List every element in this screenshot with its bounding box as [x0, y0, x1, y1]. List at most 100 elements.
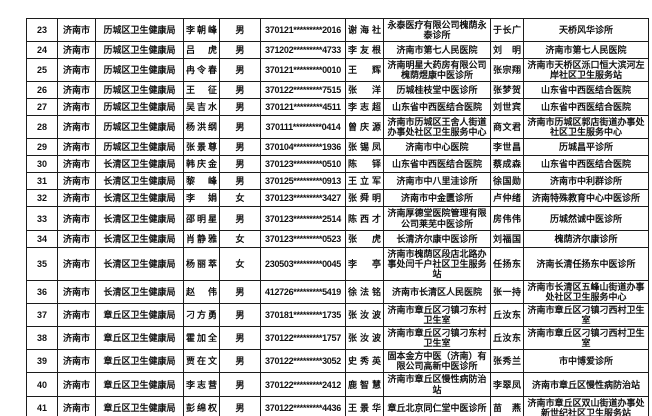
person-name-text: 李志营	[186, 379, 217, 390]
person-name-text: 苗燕	[493, 402, 521, 413]
person-name-cell: 彭绵权	[183, 395, 220, 416]
health-bureau-cell: 长清区卫生健康局	[95, 279, 184, 305]
serial-number-cell: 25	[26, 58, 58, 83]
second-mentor-name-cell: 丘汝东	[490, 326, 524, 351]
table-row: 33 济南市 长清区卫生健康局 邵明星男 370123*********2514 陈西才济…	[26, 206, 649, 231]
second-mentor-organization-cell: 济南市天桥区泺口恒大滨河左岸社区卫生服务站	[523, 58, 649, 83]
person-name-text: 谢海社	[348, 25, 381, 36]
person-name-text: 房伟伟	[493, 213, 521, 224]
person-name-text: 刁方勇	[186, 310, 217, 321]
person-name-cell: 杨丽萃	[183, 246, 220, 281]
health-bureau-cell: 历城区卫生健康局	[95, 41, 184, 60]
mentor-name-cell: 陈西才	[345, 206, 384, 231]
person-name-text: 杨洪纲	[186, 122, 217, 133]
id-number-cell: 370121*********2016	[260, 17, 346, 43]
person-name-text: 徐法铭	[348, 286, 381, 297]
person-name-text: 蔡成森	[493, 159, 521, 170]
mentor-organization-cell: 济南市中八里洼诊所	[383, 172, 491, 191]
person-name-text: 张洋	[348, 85, 381, 96]
mentor-organization-cell: 章丘北京同仁堂中医诊所	[383, 395, 491, 416]
health-bureau-cell: 历城区卫生健康局	[95, 58, 184, 83]
mentor-organization-cell: 山东省中西医结合医院	[383, 98, 491, 117]
table-row: 41 济南市 章丘区卫生健康局 彭绵权男 370122*********4436 王景华章…	[26, 395, 649, 416]
person-name-cell: 李朝峰	[183, 17, 220, 43]
table-row: 26 济南市 历城区卫生健康局 王征男 370122*********7515 张洋 历城桂…	[26, 81, 649, 100]
id-number-cell: 370181*********1735	[260, 303, 346, 328]
person-name-text: 贾在文	[186, 356, 217, 367]
id-number-cell: 370122*********7515	[260, 81, 346, 100]
mentor-organization-cell: 济南市中心医院	[383, 138, 491, 157]
person-name-cell: 王征	[183, 81, 220, 100]
second-mentor-organization-cell: 济南市中利群诊所	[523, 172, 649, 191]
person-name-text: 张锡凤	[348, 142, 381, 153]
person-name-text: 杨丽萃	[186, 258, 217, 269]
serial-number-cell: 38	[26, 326, 58, 351]
serial-number-cell: 34	[26, 229, 58, 248]
mentor-name-cell: 王立军	[345, 172, 384, 191]
person-name-cell: 邵明星	[183, 206, 220, 231]
id-number-cell: 370123*********2514	[260, 206, 346, 231]
gender-cell: 男	[219, 349, 261, 374]
second-mentor-name-cell: 徐国勋	[490, 172, 524, 191]
city-cell: 济南市	[57, 229, 96, 248]
serial-number-cell: 37	[26, 303, 58, 328]
person-name-text: 陈西才	[348, 213, 381, 224]
person-name-cell: 黎峰	[183, 172, 220, 191]
health-bureau-cell: 章丘区卫生健康局	[95, 372, 184, 397]
mentor-organization-cell: 永泰医疗有限公司槐荫永泰诊所	[383, 17, 491, 43]
table-row: 29 济南市 历城区卫生健康局 张景尊男 370104*********1936 张锡凤济…	[26, 138, 649, 157]
table-row: 37 济南市 章丘区卫生健康局 刁方勇男 370181*********1735 张汝波济…	[26, 303, 649, 328]
mentor-organization-cell: 长清济尔康中医诊所	[383, 229, 491, 248]
id-number-cell: 370122*********3052	[260, 349, 346, 374]
city-cell: 济南市	[57, 206, 96, 231]
city-cell: 济南市	[57, 115, 96, 140]
mentor-organization-cell: 济南市历城区王舍人街道办事处社区卫生服务中心	[383, 115, 491, 140]
gender-cell: 男	[219, 279, 261, 305]
health-bureau-cell: 长清区卫生健康局	[95, 189, 184, 208]
person-name-text: 李翠凤	[493, 379, 521, 390]
person-name-cell: 赵伟	[183, 279, 220, 305]
city-cell: 济南市	[57, 81, 96, 100]
city-cell: 济南市	[57, 41, 96, 60]
person-name-text: 张虎	[348, 233, 381, 244]
person-name-cell: 李志营	[183, 372, 220, 397]
mentor-name-cell: 曾庆源	[345, 115, 384, 140]
person-name-text: 冉令春	[186, 65, 217, 76]
person-name-text: 刘福国	[493, 233, 521, 244]
table-row: 28 济南市 历城区卫生健康局 杨洪纲男 370111*********0414 曾庆源济…	[26, 115, 649, 140]
health-bureau-cell: 章丘区卫生健康局	[95, 395, 184, 416]
mentor-organization-cell: 济南明星大药房有限公司槐荫煜康中医诊所	[383, 58, 491, 83]
person-name-text: 张景尊	[186, 142, 217, 153]
second-mentor-organization-cell: 历城昌平诊所	[523, 138, 649, 157]
mentor-name-cell: 陈铎	[345, 155, 384, 174]
city-cell: 济南市	[57, 138, 96, 157]
health-bureau-cell: 章丘区卫生健康局	[95, 349, 184, 374]
person-name-text: 霍加全	[186, 333, 217, 344]
health-bureau-cell: 长清区卫生健康局	[95, 206, 184, 231]
gender-cell: 男	[219, 81, 261, 100]
mentor-name-cell: 张锡凤	[345, 138, 384, 157]
second-mentor-organization-cell: 济南市章丘区刁镇刁西村卫生室	[523, 303, 649, 328]
mentor-name-cell: 张汝波	[345, 326, 384, 351]
second-mentor-name-cell: 任扬东	[490, 246, 524, 281]
city-cell: 济南市	[57, 246, 96, 281]
practitioner-roster-table: 23 济南市 历城区卫生健康局 李朝峰男 370121*********2016 谢海社永…	[26, 17, 649, 416]
gender-cell: 男	[219, 115, 261, 140]
second-mentor-name-cell: 刘明	[490, 41, 524, 60]
id-number-cell: 370111*********0414	[260, 115, 346, 140]
city-cell: 济南市	[57, 326, 96, 351]
mentor-organization-cell: 济南市长清区人民医院	[383, 279, 491, 305]
second-mentor-name-cell: 刘世宾	[490, 98, 524, 117]
mentor-organization-cell: 济南厚德堂医院管理有限公司莱芜中医诊所	[383, 206, 491, 231]
serial-number-cell: 32	[26, 189, 58, 208]
table-row: 30 济南市 长清区卫生健康局 韩庆金男 370123*********0510 陈铎 山东…	[26, 155, 649, 174]
second-mentor-name-cell: 卢仲绪	[490, 189, 524, 208]
serial-number-cell: 39	[26, 349, 58, 374]
city-cell: 济南市	[57, 395, 96, 416]
person-name-cell: 吕虎	[183, 41, 220, 60]
person-name-text: 刘明	[493, 45, 521, 56]
second-mentor-organization-cell: 济南特殊教育中心中医诊所	[523, 189, 649, 208]
person-name-text: 丘汝东	[493, 310, 521, 321]
health-bureau-cell: 历城区卫生健康局	[95, 115, 184, 140]
id-number-cell: 412726*********5419	[260, 279, 346, 305]
